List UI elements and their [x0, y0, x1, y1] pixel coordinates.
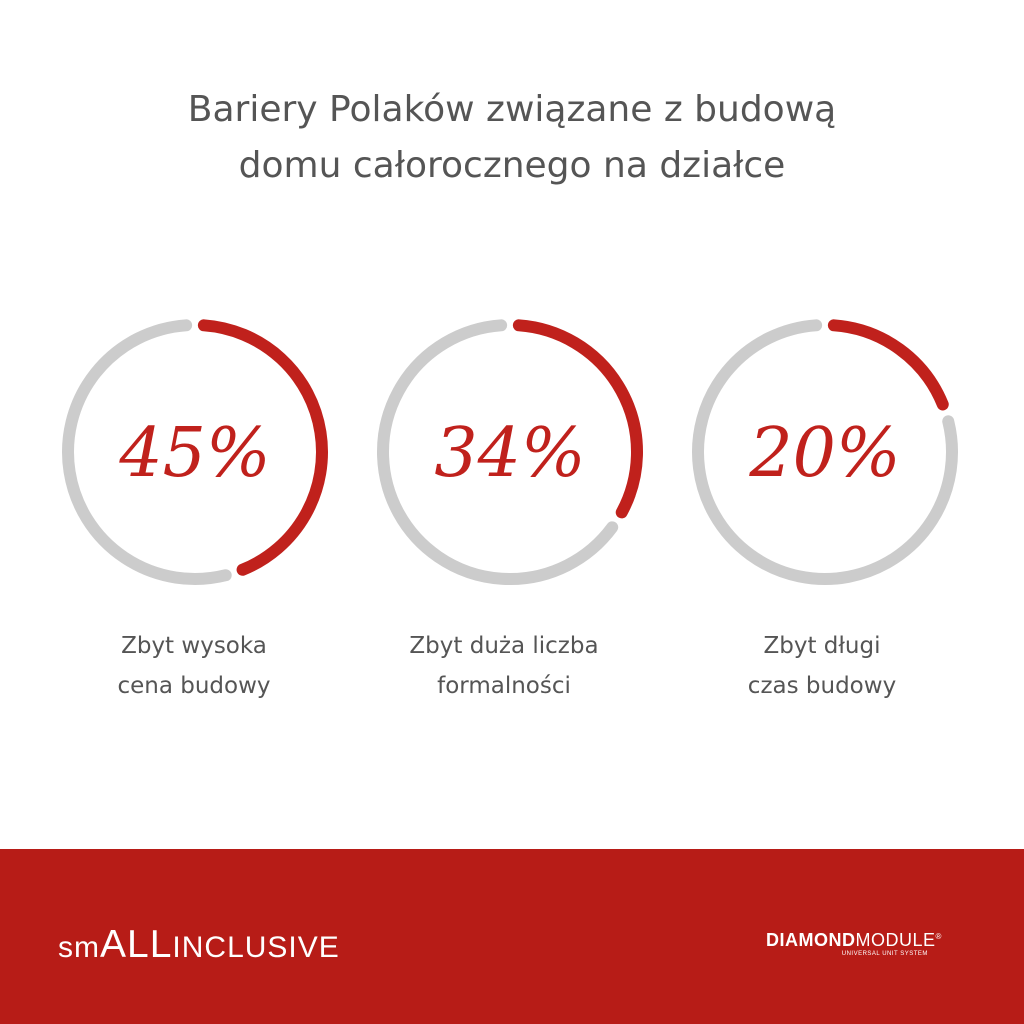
- caption-1: Zbyt wysoka cena budowy: [54, 626, 334, 706]
- caption-3: Zbyt długi czas budowy: [682, 626, 962, 706]
- diamondmodule-tagline: UNIVERSAL UNIT SYSTEM: [841, 951, 928, 957]
- logo-part-all: ALL: [100, 923, 173, 966]
- diamondmodule-logo: DIAMONDMODULE® UNIVERSAL UNIT SYSTEM: [766, 927, 942, 958]
- logo-part-sm: sm: [58, 931, 100, 964]
- caption-2-line-2: formalności: [437, 673, 571, 699]
- logo-part-inclusive: INCLUSIVE: [172, 931, 340, 964]
- donut-track-3: [692, 319, 958, 585]
- diamond-text: DIAMOND: [766, 930, 856, 950]
- donut-3: 20%: [692, 319, 958, 585]
- donut-track-1: [62, 319, 232, 585]
- smallinclusive-logo: smALLINCLUSIVE: [58, 923, 340, 967]
- donut-2: 34%: [377, 319, 643, 585]
- caption-3-line-1: Zbyt długi: [763, 633, 881, 659]
- caption-1-line-2: cena budowy: [117, 673, 271, 699]
- footer-bar: smALLINCLUSIVE DIAMONDMODULE® UNIVERSAL …: [0, 849, 1024, 1024]
- donut-value-label-2: 34%: [434, 414, 585, 493]
- title-line-2: domu całorocznego na działce: [238, 145, 786, 186]
- diamondmodule-wordmark: DIAMONDMODULE®: [766, 927, 942, 950]
- registered-mark: ®: [935, 932, 942, 941]
- caption-3-line-2: czas budowy: [747, 673, 897, 699]
- donut-charts: 45% 34% 20%: [62, 319, 958, 585]
- title-line-1: Bariery Polaków związane z budową: [187, 89, 837, 130]
- donut-value-arc-1: [197, 319, 328, 576]
- donut-value-label-1: 45%: [118, 414, 270, 493]
- caption-2-line-1: Zbyt duża liczba: [409, 633, 599, 659]
- donut-value-arc-3: [827, 319, 949, 411]
- donut-1: 45%: [62, 319, 328, 585]
- donut-value-arc-2: [512, 319, 643, 519]
- caption-2: Zbyt duża liczba formalności: [364, 626, 644, 706]
- donut-value-label-3: 20%: [748, 414, 900, 493]
- module-text: MODULE: [855, 930, 936, 950]
- donut-track-2: [377, 319, 619, 585]
- caption-1-line-1: Zbyt wysoka: [121, 633, 267, 659]
- page-title: Bariery Polaków związane z budową domu c…: [0, 82, 1024, 194]
